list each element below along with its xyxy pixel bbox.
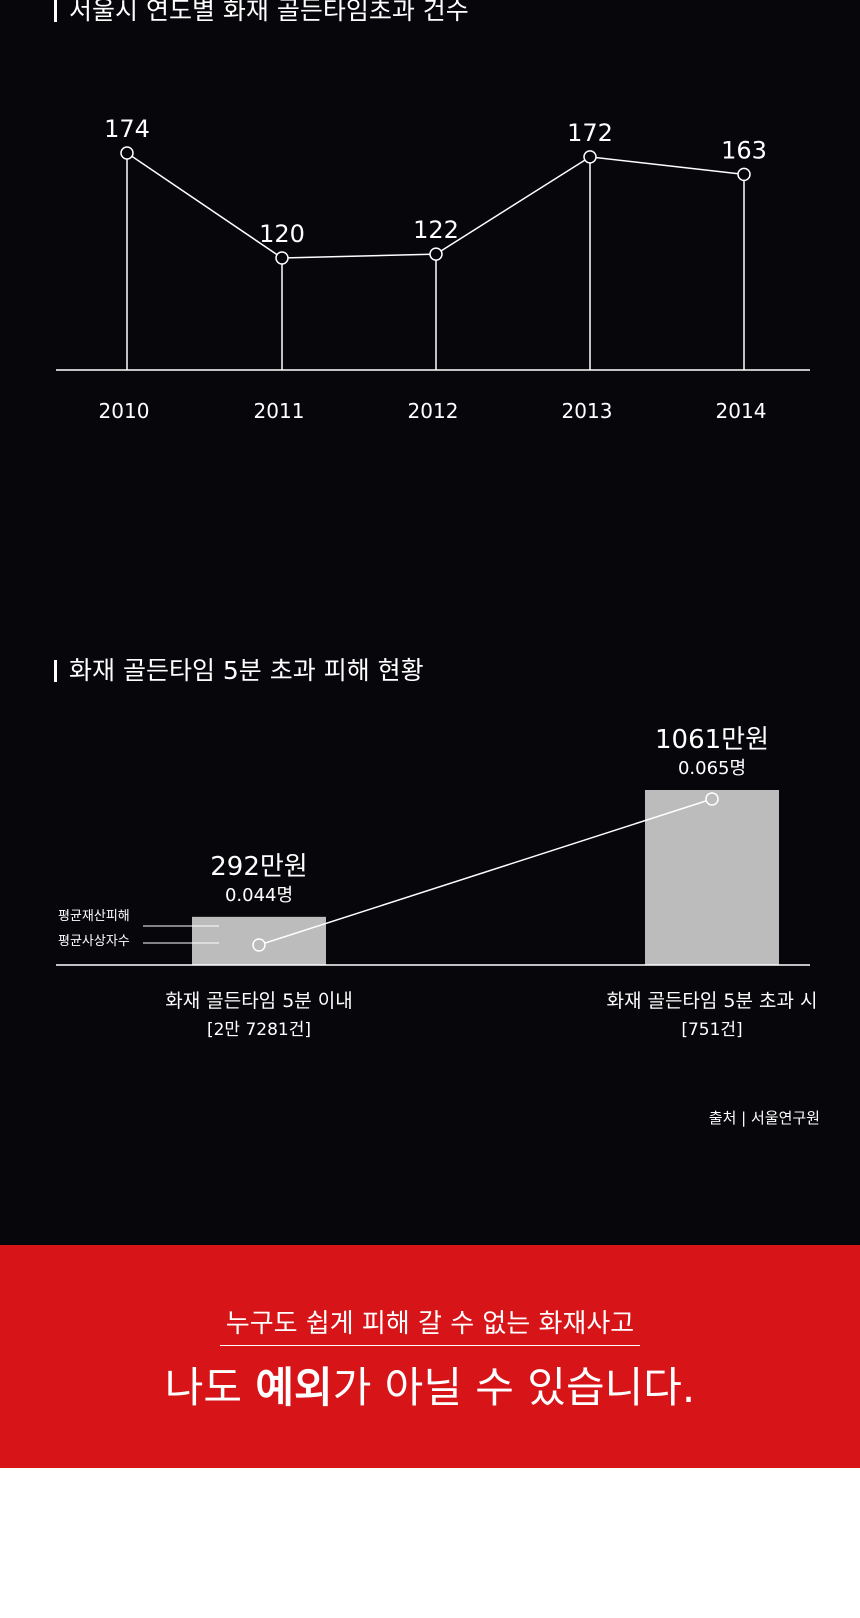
casualty-value-label-1: 0.044명 [225, 885, 293, 906]
casualty-point-2 [705, 792, 719, 806]
data-point-2012 [429, 247, 443, 261]
banner-title: 나도 예외가 아닐 수 있습니다. [164, 1363, 696, 1412]
legend-casualty-label: 평균사상자수 [58, 934, 130, 949]
red-banner [0, 1245, 860, 1468]
x-tick-label-1: 화재 골든타임 5분 이내 [165, 990, 353, 1012]
data-label-2010: 174 [104, 115, 150, 143]
casualty-point-1 [252, 938, 266, 952]
line-chart-title: 서울시 연도별 화재 골든타임초과 건수 [54, 0, 469, 26]
data-point-2014 [737, 167, 751, 182]
x-tick-label-2012: 2012 [408, 399, 459, 423]
bar-2 [645, 790, 779, 965]
x-tick-count-1: [2만 7281건] [207, 1020, 311, 1040]
x-tick-count-2: [751건] [681, 1020, 742, 1040]
data-label-2011: 120 [259, 220, 305, 248]
source-note: 출처 | 서울연구원 [708, 1109, 820, 1127]
data-point-2013 [583, 150, 597, 164]
data-label-2012: 122 [413, 216, 459, 244]
x-tick-label-2014: 2014 [716, 399, 767, 423]
banner-title-bold: 예외 [255, 1363, 333, 1412]
data-label-2014: 163 [721, 136, 767, 164]
title-bar-mark [54, 0, 57, 22]
bar-chart-title: 화재 골든타임 5분 초과 피해 현황 [54, 656, 424, 686]
x-tick-label-2: 화재 골든타임 5분 초과 시 [606, 990, 817, 1012]
casualty-line [258, 798, 713, 946]
banner-subtitle: 누구도 쉽게 피해 갈 수 없는 화재사고 [0, 1307, 860, 1346]
money-value-label-1: 292만원 [210, 852, 307, 882]
money-value-label-2: 1061만원 [655, 725, 769, 755]
data-point-2011 [275, 251, 289, 265]
casualty-value-label-2: 0.065명 [678, 758, 746, 779]
data-point-2010 [120, 146, 134, 160]
x-tick-label-2010: 2010 [99, 399, 150, 423]
x-tick-label-2013: 2013 [562, 399, 613, 423]
dark-section [0, 0, 860, 1245]
white-footer [0, 1468, 860, 1618]
data-label-2013: 172 [567, 119, 613, 147]
line-chart: 174 2010 120 2011 122 2012 172 2013 163 2014 [56, 115, 810, 423]
x-tick-label-2011: 2011 [254, 399, 305, 423]
legend-money-label: 평균재산피해 [58, 909, 130, 924]
title-bar-mark [54, 660, 57, 682]
